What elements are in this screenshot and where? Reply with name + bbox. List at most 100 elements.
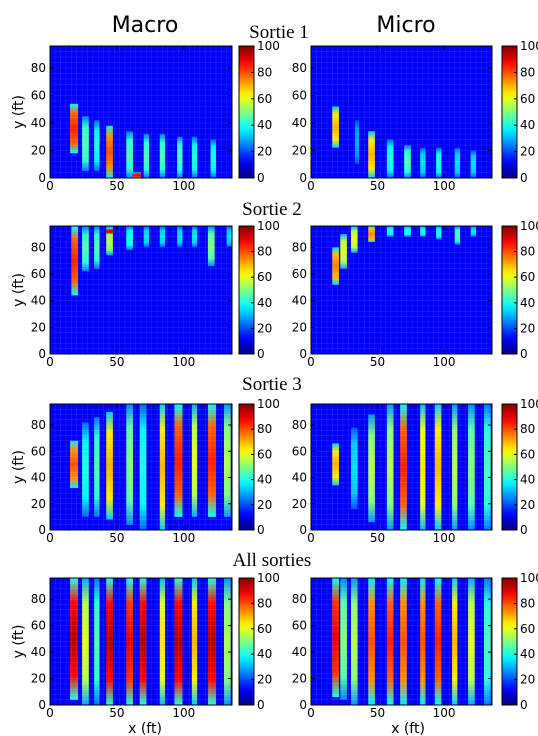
x-axis-label-micro: x (ft)	[391, 721, 425, 736]
plot-background	[50, 226, 232, 354]
colorbar-tick-label: 20	[520, 673, 535, 687]
heatmap-cell-stripe	[454, 226, 461, 245]
colorbar-tick-label: 100	[520, 571, 538, 585]
heatmap-panel-sortie-2-macro: 0 50 100 0 20 40 60 80 y (ft) 0 20 40 60 80 100	[11, 219, 280, 369]
cell-grid	[50, 46, 232, 178]
heatmap-cell-stripe	[126, 131, 133, 178]
colorbar-tick-label: 60	[520, 92, 535, 106]
colorbar	[239, 578, 254, 705]
heatmap-cell-stripe	[404, 145, 411, 178]
y-tick-label: 20	[31, 320, 46, 334]
y-axis-label: y (ft)	[11, 95, 27, 129]
heatmap-cell-stripe	[484, 404, 491, 530]
colorbar-tick-label: 0	[257, 171, 265, 185]
y-tick-label: 60	[31, 619, 46, 633]
colorbar	[502, 404, 517, 530]
colorbar	[502, 578, 517, 705]
heatmap-cell-stripe	[436, 147, 442, 178]
colorbar-tick-label: 20	[257, 145, 272, 159]
colorbar-tick-label: 40	[257, 296, 272, 310]
heatmap-cell-stripe	[332, 578, 339, 698]
colorbar-tick-label: 60	[257, 447, 272, 461]
heatmap-cell-stripe	[174, 404, 183, 517]
y-tick-label: 20	[292, 672, 307, 686]
y-tick-label: 40	[31, 294, 46, 308]
colorbar-tick-label: 0	[520, 347, 528, 361]
heatmap-panel-sortie-3-micro: 0 50 100 0 20 40 60 80 0 20 40 60 80 100	[292, 397, 538, 545]
heatmap-cell-stripe	[207, 404, 216, 517]
x-tick-label: 0	[46, 706, 54, 720]
col-title-macro: Macro	[112, 13, 179, 38]
heatmap-cell-stripe	[368, 414, 375, 523]
stripes	[332, 404, 491, 530]
y-tick-label: 0	[38, 171, 46, 185]
x-tick-label: 0	[46, 355, 54, 369]
heatmap-cell-stripe	[420, 226, 426, 237]
colorbar-tick-label: 40	[520, 296, 535, 310]
y-tick-label: 40	[292, 116, 307, 130]
heatmap-cell-stripe	[470, 226, 477, 237]
colorbar-tick-label: 40	[520, 118, 535, 132]
x-tick-label: 100	[433, 355, 456, 369]
y-tick-label: 0	[38, 523, 46, 537]
heatmap-cell-stripe	[191, 578, 198, 705]
colorbar-tick-label: 40	[257, 473, 272, 487]
colorbar-tick-label: 20	[520, 321, 535, 335]
colorbar-tick-label: 20	[257, 498, 272, 512]
colorbar-tick-label: 80	[520, 245, 535, 259]
heatmap-cell-stripe	[207, 226, 215, 266]
y-tick-label: 40	[31, 116, 46, 130]
colorbar-frame	[501, 403, 518, 531]
heatmap-cell-stripe	[332, 247, 339, 285]
y-axis-label: y (ft)	[11, 273, 27, 307]
heatmap-cell-stripe	[106, 578, 113, 705]
stripes	[332, 106, 477, 178]
heatmap-cell-stripe	[207, 578, 216, 705]
heatmap-cell-stripe	[420, 147, 426, 178]
heatmap-cell-stripe	[139, 578, 147, 705]
cell-grid	[50, 226, 232, 354]
colorbar-tick-label: 100	[257, 397, 280, 411]
y-tick-label: 80	[292, 61, 307, 75]
heatmap-cell-stripe	[468, 404, 475, 530]
cell-grid	[50, 404, 232, 530]
heatmap-cell-stripe	[126, 226, 133, 250]
stripes	[70, 578, 231, 705]
colorbar	[239, 226, 254, 354]
heatmap-cell-stripe	[174, 578, 183, 705]
heatmap-cell-stripe	[94, 417, 100, 517]
heatmap-cell-stripe	[226, 226, 232, 248]
x-tick-label: 50	[109, 706, 124, 720]
heatmap-cell-stripe	[386, 578, 394, 705]
axes-frame	[310, 45, 493, 179]
heatmap-cell-stripe	[340, 578, 347, 700]
y-tick-label: 0	[38, 347, 46, 361]
x-tick-label: 0	[46, 179, 54, 193]
colorbar-tick-label: 80	[257, 422, 272, 436]
y-tick-label: 20	[31, 497, 46, 511]
heatmap-cell-stripe	[368, 131, 375, 178]
colorbar	[239, 46, 254, 178]
y-tick-label: 80	[31, 240, 46, 254]
x-tick-label: 100	[172, 706, 195, 720]
heatmap-cell-stripe	[143, 134, 150, 178]
x-tick-label: 0	[307, 355, 315, 369]
y-axis-label: y (ft)	[11, 625, 27, 659]
heatmap-cell-stripe	[350, 226, 358, 253]
colorbar-tick-label: 60	[520, 270, 535, 284]
x-tick-label: 0	[307, 179, 315, 193]
axes-frame	[49, 577, 233, 706]
colorbar-tick-label: 0	[257, 347, 265, 361]
heatmap-cell-stripe	[143, 226, 150, 248]
x-tick-label: 100	[433, 179, 456, 193]
heatmap-cell-stripe	[159, 404, 166, 530]
row-title-all-sorties: All sorties	[233, 550, 312, 571]
heatmap-cell-stripe	[106, 411, 113, 520]
heatmap-cell-stripe	[350, 578, 358, 705]
x-tick-label: 50	[370, 531, 385, 545]
y-tick-label: 40	[292, 294, 307, 308]
colorbar-tick-label: 100	[257, 219, 280, 233]
stripes	[70, 404, 231, 530]
y-tick-label: 80	[31, 418, 46, 432]
